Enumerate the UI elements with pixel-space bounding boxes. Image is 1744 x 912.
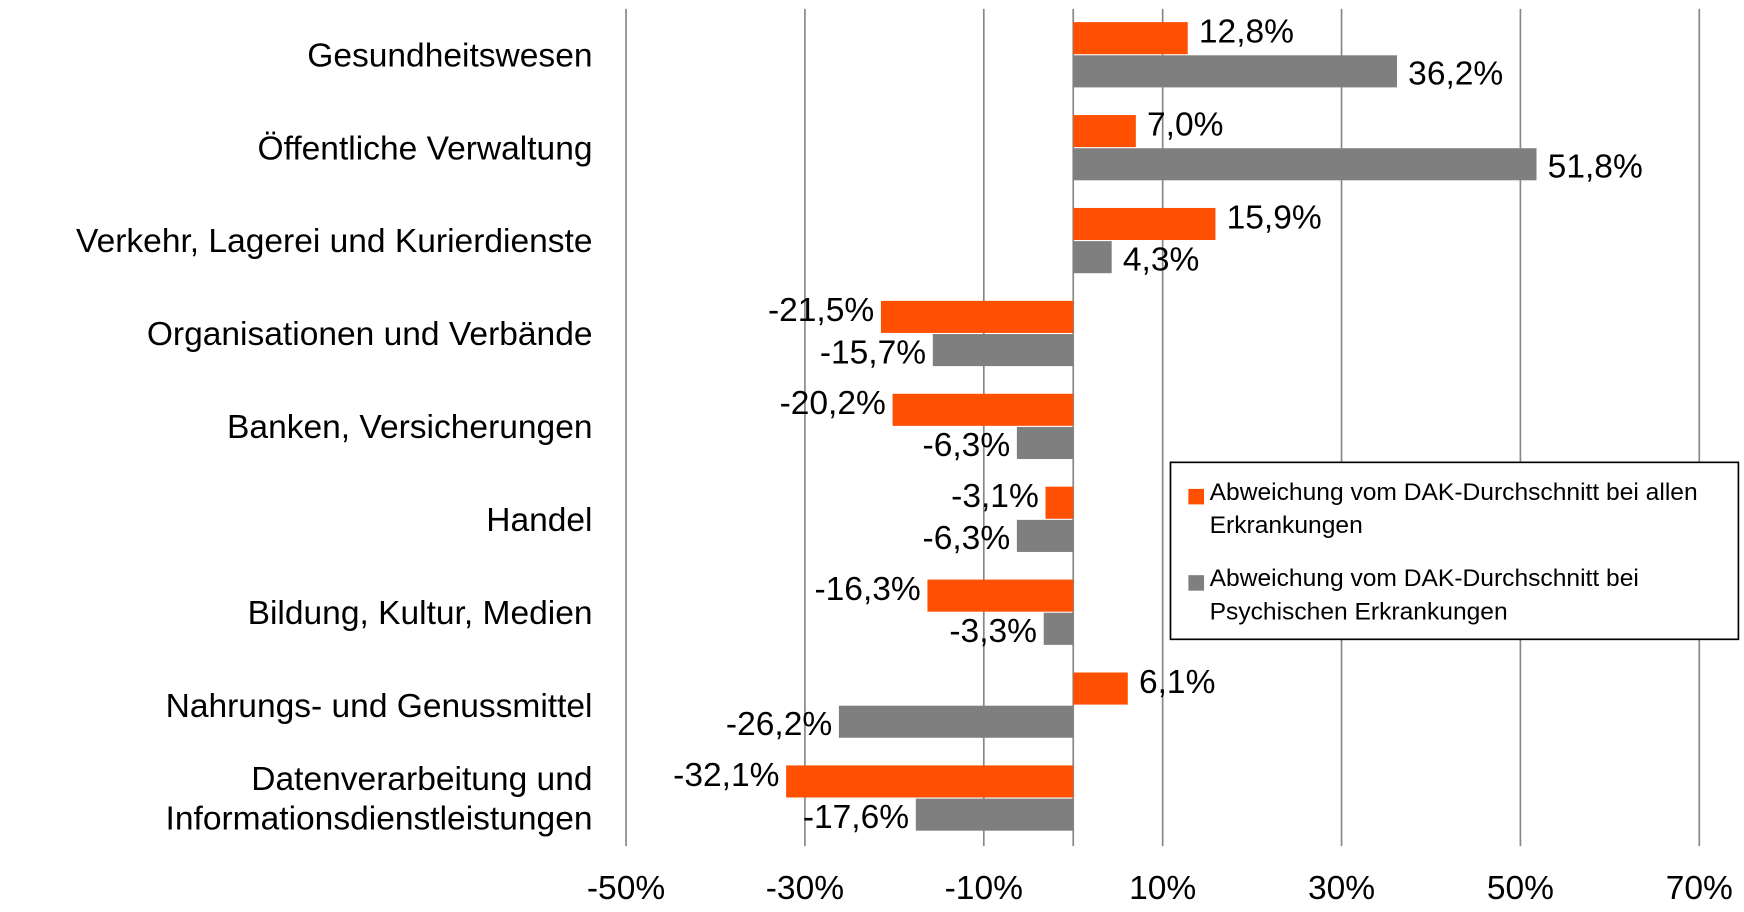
- bar: [1016, 519, 1074, 552]
- legend-label-box: Abweichung vom DAK-Durchschnitt bei Psyc…: [1209, 564, 1639, 625]
- value-label: -3,3%: [949, 613, 1037, 650]
- category-label-box: Organisationen und Verbände: [146, 316, 593, 353]
- x-tick-label: -50%: [587, 870, 665, 907]
- category-label-box: Öffentliche Verwaltung: [257, 130, 593, 168]
- value-label: 12,8%: [1199, 14, 1294, 51]
- category-label: Datenverarbeitung und Informationsdienst…: [165, 760, 593, 838]
- bar: [1073, 115, 1136, 148]
- category-label-box: Gesundheitswesen: [307, 37, 593, 75]
- bar: [880, 300, 1074, 333]
- value-label: -17,6%: [803, 799, 909, 836]
- value-label: 4,3%: [1123, 242, 1199, 279]
- value-label: -6,3%: [923, 427, 1011, 464]
- category-label-box: Bildung, Kultur, Medien: [247, 595, 593, 632]
- bar: [838, 705, 1074, 738]
- bar: [915, 798, 1074, 831]
- bar: [927, 579, 1074, 612]
- x-tick-label: -30%: [766, 870, 844, 907]
- bar: [1045, 486, 1074, 519]
- category-label: Banken, Versicherungen: [227, 409, 593, 446]
- value-label: 51,8%: [1548, 149, 1643, 186]
- category-label: Handel: [486, 502, 593, 539]
- value-label: -3,1%: [951, 478, 1039, 515]
- bar: [1073, 148, 1537, 181]
- category-label-box: Nahrungs- und Genussmittel: [165, 687, 593, 725]
- value-label: 7,0%: [1147, 107, 1223, 144]
- bar: [1073, 55, 1397, 88]
- legend-box: [1169, 461, 1740, 641]
- value-label: -15,7%: [820, 334, 926, 371]
- value-label: -16,3%: [814, 571, 920, 608]
- category-label: Bildung, Kultur, Medien: [247, 595, 593, 632]
- value-label: 15,9%: [1227, 199, 1322, 236]
- category-label-box: Datenverarbeitung und Informationsdienst…: [165, 760, 593, 838]
- category-label-box: Banken, Versicherungen: [227, 409, 593, 446]
- legend-label: Abweichung vom DAK-Durchschnitt bei Psyc…: [1209, 564, 1639, 625]
- legend-label: Abweichung vom DAK-Durchschnitt bei alle…: [1209, 477, 1698, 539]
- x-tick-label: -10%: [945, 870, 1023, 907]
- category-label: Verkehr, Lagerei und Kurierdienste: [76, 223, 593, 260]
- category-label-box: Verkehr, Lagerei und Kurierdienste: [76, 223, 593, 260]
- bar: [786, 765, 1074, 798]
- value-label: -26,2%: [726, 706, 832, 743]
- bar: [1073, 672, 1128, 705]
- category-label: Organisationen und Verbände: [146, 316, 593, 353]
- value-label: 6,1%: [1139, 664, 1215, 701]
- legend-swatch: [1188, 575, 1205, 591]
- x-tick-label: 10%: [1129, 870, 1196, 907]
- bar: [1043, 612, 1074, 645]
- legend-label-box: Abweichung vom DAK-Durchschnitt bei alle…: [1209, 477, 1698, 539]
- category-label: Öffentliche Verwaltung: [257, 130, 593, 168]
- bar: [1073, 241, 1112, 274]
- category-label: Nahrungs- und Genussmittel: [165, 687, 593, 725]
- category-label-box: Handel: [486, 502, 593, 539]
- bar: [892, 393, 1074, 426]
- legend-swatch: [1188, 488, 1205, 505]
- x-tick-label: 50%: [1487, 870, 1554, 907]
- bar: [1073, 207, 1216, 241]
- x-tick-label: 30%: [1308, 870, 1375, 907]
- value-label: -32,1%: [673, 757, 779, 794]
- value-label: -21,5%: [768, 292, 874, 329]
- bar: [1073, 22, 1188, 55]
- value-label: -6,3%: [923, 520, 1011, 557]
- bar: [1016, 426, 1074, 460]
- bar: [932, 334, 1074, 367]
- value-label: 36,2%: [1408, 56, 1503, 93]
- x-tick-label: 70%: [1666, 870, 1733, 907]
- category-label: Gesundheitswesen: [307, 37, 593, 75]
- value-label: -20,2%: [780, 385, 886, 422]
